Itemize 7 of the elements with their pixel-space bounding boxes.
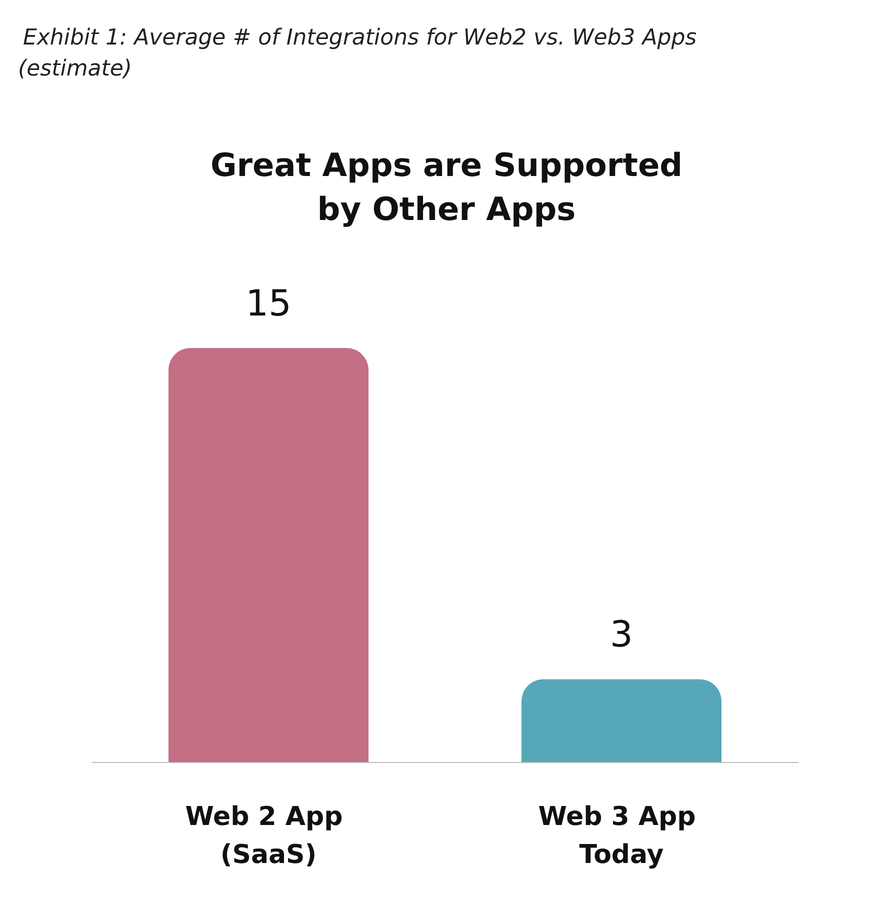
chart-subtitle: Great Apps are Supported by Other Apps bbox=[210, 146, 683, 228]
data-label: 15 bbox=[246, 284, 292, 324]
chart-title: Exhibit 1: Average # of Integrations for Web2 vs. Web3 Apps bbox=[23, 26, 697, 50]
text: (estimate) bbox=[18, 56, 132, 82]
x-tick-label: Web 2 App (SaaS) bbox=[185, 802, 352, 870]
data-label: 3 bbox=[610, 614, 633, 656]
x-tick-label: Web 3 App Today bbox=[538, 802, 705, 870]
